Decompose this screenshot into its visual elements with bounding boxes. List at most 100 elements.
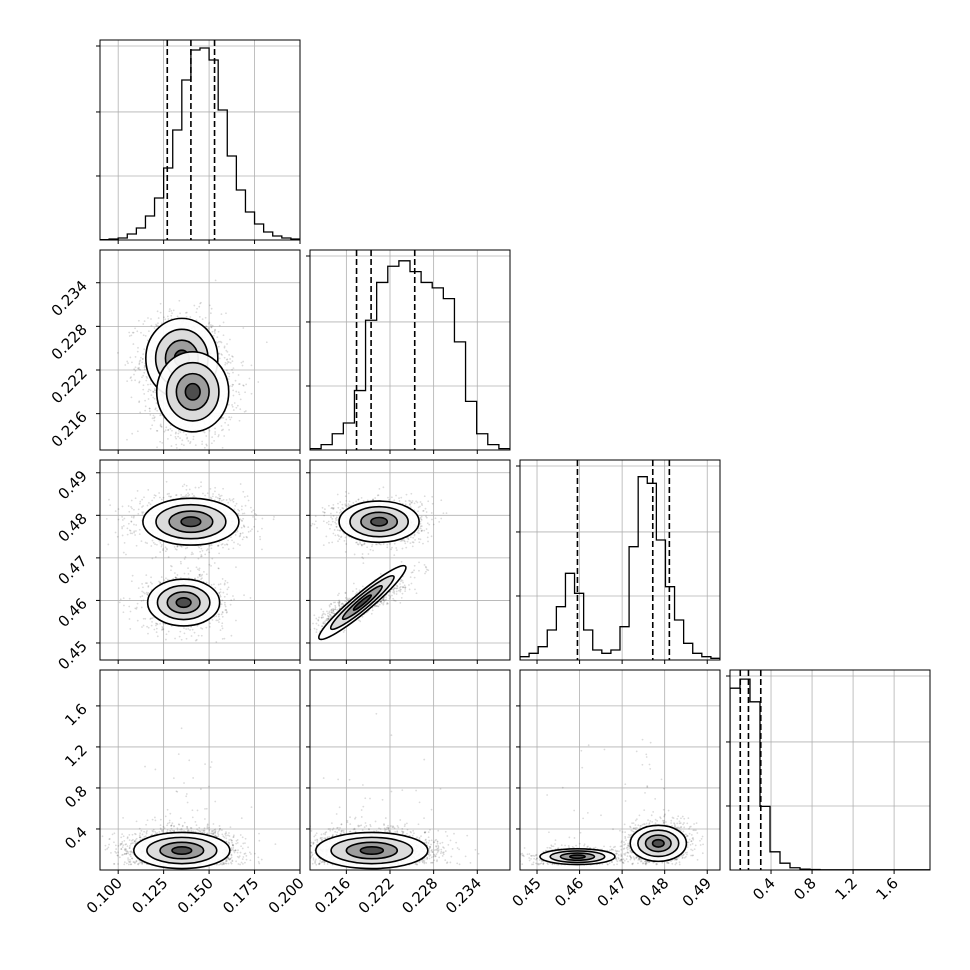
sample-point bbox=[241, 512, 244, 515]
y-tick-label: 0.45 bbox=[54, 637, 90, 673]
sample-point bbox=[159, 302, 162, 305]
sample-point bbox=[159, 424, 162, 427]
sample-point bbox=[239, 544, 241, 547]
sample-point bbox=[153, 327, 156, 329]
sample-point bbox=[253, 525, 256, 528]
sample-point bbox=[250, 392, 253, 395]
sample-point bbox=[142, 334, 145, 337]
sample-point bbox=[167, 630, 170, 633]
sample-point bbox=[255, 513, 258, 516]
sample-point bbox=[225, 312, 227, 315]
scatter-1-0 bbox=[100, 279, 268, 450]
sample-point bbox=[192, 435, 195, 438]
histogram-1 bbox=[310, 260, 510, 450]
sample-point bbox=[259, 535, 261, 538]
sample-point bbox=[192, 553, 194, 555]
sample-point bbox=[213, 439, 216, 442]
sample-point bbox=[198, 546, 200, 549]
sample-point bbox=[178, 429, 180, 432]
sample-point bbox=[245, 383, 248, 386]
sample-point bbox=[190, 635, 193, 637]
sample-point bbox=[230, 634, 233, 637]
sample-point bbox=[202, 492, 204, 495]
sample-point bbox=[225, 418, 228, 421]
sample-point bbox=[141, 590, 144, 593]
sample-point bbox=[226, 588, 229, 591]
sample-point bbox=[265, 341, 268, 344]
sample-point bbox=[213, 330, 216, 333]
sample-point bbox=[184, 556, 187, 558]
sample-point bbox=[218, 592, 221, 595]
sample-point bbox=[147, 586, 150, 588]
sample-point bbox=[132, 343, 135, 345]
sample-point bbox=[146, 582, 148, 585]
sample-point bbox=[150, 624, 153, 627]
sample-point bbox=[149, 503, 152, 506]
sample-point bbox=[221, 615, 224, 618]
sample-point bbox=[243, 410, 246, 413]
sample-point bbox=[159, 414, 162, 417]
sample-point bbox=[155, 631, 158, 634]
sample-point bbox=[150, 394, 153, 397]
sample-point bbox=[208, 626, 211, 628]
sample-point bbox=[183, 483, 186, 486]
sample-point bbox=[144, 582, 147, 585]
sample-point bbox=[156, 430, 159, 432]
sample-point bbox=[235, 619, 237, 622]
sample-point bbox=[231, 355, 234, 358]
sample-point bbox=[199, 550, 202, 553]
sample-point bbox=[170, 309, 173, 312]
sample-point bbox=[174, 637, 176, 640]
sample-point bbox=[170, 495, 173, 498]
sample-point bbox=[138, 360, 141, 363]
sample-point bbox=[153, 387, 156, 390]
sample-point bbox=[198, 305, 201, 308]
sample-point bbox=[126, 438, 128, 441]
sample-point bbox=[134, 356, 137, 358]
sample-point bbox=[131, 432, 134, 435]
sample-point bbox=[178, 299, 181, 302]
sample-point bbox=[211, 557, 214, 560]
sample-point bbox=[130, 379, 133, 382]
sample-point bbox=[409, 502, 411, 505]
sample-point bbox=[121, 515, 124, 518]
sample-point bbox=[196, 568, 199, 571]
sample-point bbox=[128, 529, 131, 532]
sample-point bbox=[170, 565, 173, 568]
sample-point bbox=[232, 498, 235, 500]
sample-point bbox=[158, 492, 161, 494]
sample-point bbox=[165, 633, 168, 636]
sample-point bbox=[126, 533, 129, 536]
sample-point bbox=[140, 606, 143, 609]
sample-point bbox=[244, 504, 247, 507]
sample-point bbox=[154, 408, 157, 411]
sample-point bbox=[125, 553, 127, 556]
sample-point bbox=[193, 494, 195, 497]
sample-point bbox=[167, 318, 170, 320]
y-tick-label: 0.47 bbox=[54, 552, 90, 588]
sample-point bbox=[248, 377, 251, 380]
sample-point bbox=[142, 374, 145, 377]
sample-point bbox=[241, 532, 244, 534]
sample-point bbox=[229, 418, 232, 421]
sample-point bbox=[175, 437, 178, 440]
sample-point bbox=[228, 498, 231, 500]
sample-point bbox=[138, 363, 141, 366]
sample-point bbox=[207, 328, 210, 331]
sample-point bbox=[250, 510, 253, 513]
sample-point bbox=[210, 544, 213, 547]
sample-point bbox=[214, 328, 217, 331]
sample-point bbox=[136, 350, 139, 353]
sample-point bbox=[130, 520, 133, 523]
sample-point bbox=[175, 443, 178, 446]
sample-point bbox=[210, 547, 213, 550]
sample-point bbox=[142, 505, 145, 507]
sample-point bbox=[160, 576, 163, 578]
sample-point bbox=[148, 501, 150, 504]
sample-point bbox=[216, 496, 219, 499]
sample-point bbox=[183, 572, 186, 575]
sample-point bbox=[229, 338, 231, 341]
sample-point bbox=[132, 331, 135, 334]
sample-point bbox=[200, 485, 202, 488]
